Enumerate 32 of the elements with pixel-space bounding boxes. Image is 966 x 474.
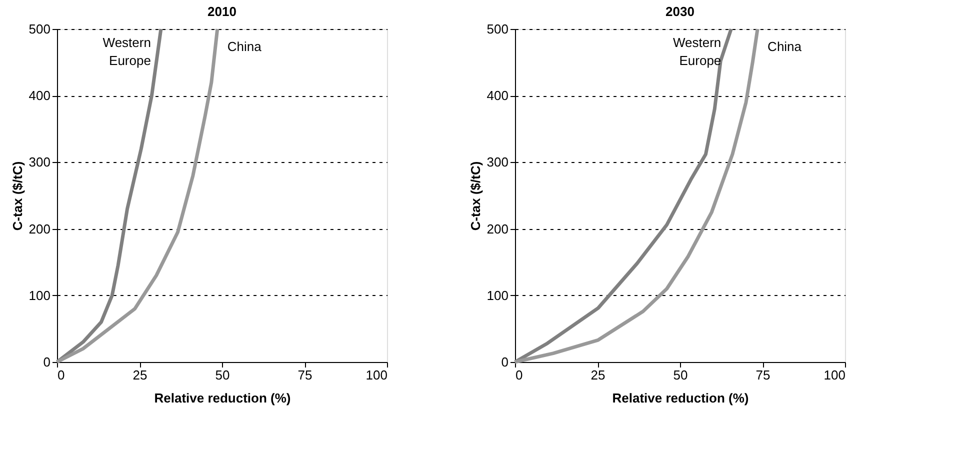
y-tick-label: 100 bbox=[28, 288, 50, 303]
x-tick-label: 50 bbox=[215, 368, 230, 382]
x-tick-label: 0 bbox=[58, 368, 65, 382]
series-label: Western Europe bbox=[672, 35, 722, 68]
x-tick-label: 100 bbox=[824, 368, 846, 382]
y-tick-label: 0 bbox=[501, 354, 508, 370]
x-tick-label: 75 bbox=[756, 368, 770, 382]
x-tick-label: 75 bbox=[298, 368, 312, 382]
y-tick-label: 200 bbox=[28, 221, 50, 236]
y-axis-title: C-tax ($/tC) bbox=[468, 161, 483, 231]
series-label: China bbox=[227, 39, 262, 54]
series-label: Western Europe bbox=[102, 35, 151, 68]
x-tick-label: 25 bbox=[590, 368, 606, 382]
y-tick-label: 300 bbox=[28, 154, 50, 170]
x-tick-label: 25 bbox=[132, 368, 148, 382]
y-tick-label: 400 bbox=[28, 88, 50, 104]
y-axis-title: C-tax ($/tC) bbox=[10, 161, 25, 231]
x-axis-title: Relative reduction (%) bbox=[612, 390, 749, 406]
y-tick-label: 300 bbox=[486, 154, 508, 170]
y-tick-label: 500 bbox=[486, 22, 508, 36]
x-tick-label: 0 bbox=[516, 368, 523, 382]
x-axis-title: Relative reduction (%) bbox=[154, 390, 291, 406]
x-tick-label: 50 bbox=[673, 368, 688, 382]
y-tick-label: 100 bbox=[486, 288, 508, 303]
chart-title: 2010 bbox=[208, 4, 236, 19]
y-tick-label: 0 bbox=[43, 354, 50, 370]
x-tick-label: 100 bbox=[366, 368, 388, 382]
y-tick-label: 500 bbox=[28, 22, 50, 36]
chart-title: 2030 bbox=[666, 4, 694, 19]
y-tick-label: 400 bbox=[486, 88, 508, 104]
y-tick-label: 200 bbox=[486, 221, 508, 236]
series-label: China bbox=[768, 39, 802, 54]
